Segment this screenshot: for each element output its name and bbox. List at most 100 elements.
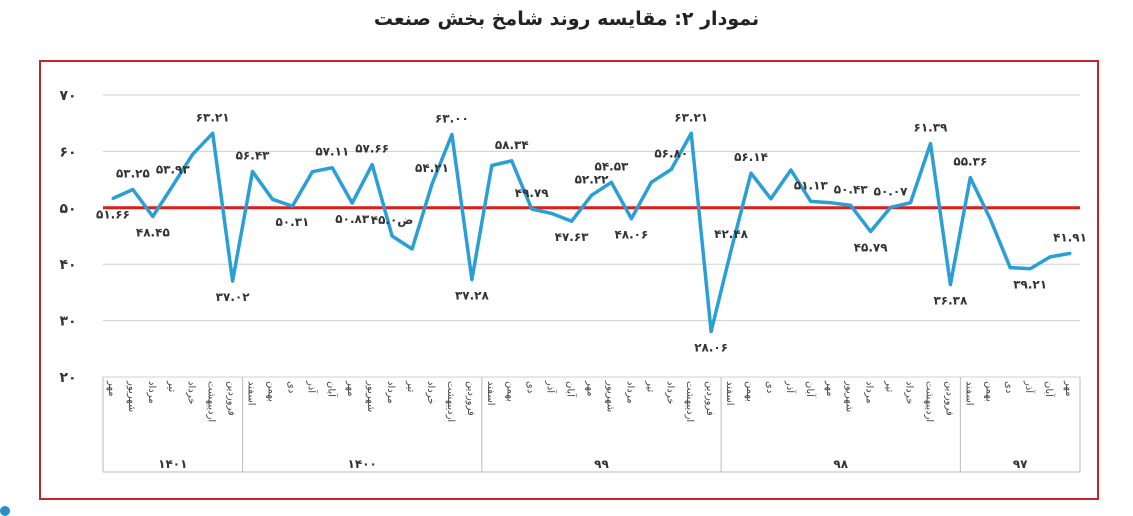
month-label: فروردین bbox=[465, 381, 476, 416]
month-label: مرداد bbox=[146, 381, 157, 404]
year-label: ۱۴۰۰ bbox=[348, 457, 377, 471]
data-label: ۵۴.۲۱ bbox=[415, 161, 449, 175]
data-point bbox=[1068, 251, 1072, 255]
month-label: شهریور bbox=[604, 380, 615, 412]
month-label: دی bbox=[764, 381, 775, 393]
data-point bbox=[270, 197, 274, 201]
month-label: شهریور bbox=[365, 380, 376, 412]
data-point bbox=[370, 163, 374, 167]
data-label: ۳۷.۲۸ bbox=[455, 289, 490, 303]
data-point bbox=[629, 217, 633, 221]
data-point bbox=[809, 199, 813, 203]
data-point bbox=[1028, 267, 1032, 271]
month-label: بهمن bbox=[983, 381, 994, 402]
y-tick-label: ۳۰ bbox=[59, 314, 76, 330]
data-label: ۶۳.۲۱ bbox=[196, 110, 230, 124]
month-label: اسفند bbox=[724, 381, 735, 405]
data-point bbox=[450, 132, 454, 136]
data-label: ۵۳.۹۳ bbox=[156, 163, 191, 177]
data-point bbox=[869, 230, 873, 234]
chart-title: نمودار ۲: مقایسه روند شامخ بخش صنعت bbox=[373, 8, 760, 30]
data-label: ۵۵.۳۶ bbox=[953, 155, 987, 169]
month-label: آبان bbox=[325, 381, 338, 398]
data-label: ۵۰.۳۱ bbox=[275, 215, 309, 229]
data-label: ۵۷.۶۶ bbox=[355, 142, 389, 156]
chart-frame bbox=[39, 60, 1099, 500]
data-point bbox=[889, 205, 893, 209]
data-point bbox=[789, 168, 793, 172]
data-label: ۴۸.۰۶ bbox=[614, 228, 648, 242]
month-label: تیر bbox=[405, 380, 416, 393]
month-label: اردیبهشت bbox=[684, 381, 695, 422]
data-label: ۳۶.۳۸ bbox=[933, 294, 968, 308]
data-label: ۴۵.۷۹ bbox=[854, 241, 889, 255]
data-label: ۴۷.۶۳ bbox=[555, 230, 590, 244]
data-label: ۳۷.۰۲ bbox=[216, 290, 251, 304]
month-label: شهریور bbox=[126, 380, 137, 412]
data-point bbox=[350, 201, 354, 205]
data-point bbox=[390, 234, 394, 238]
data-label: ۵۴.۵۳ bbox=[595, 159, 630, 173]
data-label: ۵۰.۴۳ bbox=[834, 182, 869, 196]
data-label: ۵۶.۱۴ bbox=[734, 150, 768, 164]
data-label: ۵۲.۲۲ bbox=[575, 172, 610, 186]
year-label: ۹۸ bbox=[833, 457, 848, 471]
data-point bbox=[928, 142, 932, 146]
month-label: خرداد bbox=[664, 381, 675, 404]
series-line bbox=[112, 131, 1071, 334]
month-label: مهر bbox=[585, 380, 596, 396]
month-label: مهر bbox=[345, 380, 356, 396]
data-point bbox=[689, 131, 693, 135]
month-label: مهر bbox=[106, 380, 117, 396]
data-point bbox=[410, 247, 414, 251]
data-point bbox=[769, 197, 773, 201]
data-point bbox=[251, 170, 255, 174]
y-tick-label: ۶۰ bbox=[59, 144, 76, 160]
data-point bbox=[948, 283, 952, 287]
data-label: ۴۲.۴۸ bbox=[714, 227, 749, 241]
data-point bbox=[1048, 255, 1052, 259]
month-label: آذر bbox=[305, 380, 318, 394]
data-point bbox=[609, 180, 613, 184]
month-label: بهمن bbox=[265, 381, 276, 402]
month-label: خرداد bbox=[904, 381, 915, 404]
data-label: ۵۷.۱۱ bbox=[315, 145, 349, 159]
data-point bbox=[669, 167, 673, 171]
month-label: فروردین bbox=[226, 381, 237, 416]
data-label: ۶۳.۰۰ bbox=[435, 111, 469, 125]
data-point bbox=[530, 207, 534, 211]
data-label: ۶۱.۳۹ bbox=[914, 121, 949, 135]
month-label: اسفند bbox=[485, 381, 496, 405]
data-label: ۴۵.۰ض bbox=[371, 213, 414, 227]
month-label: دی bbox=[525, 381, 536, 393]
data-label: ۴۱.۹۱ bbox=[1053, 230, 1087, 244]
data-point bbox=[430, 182, 434, 186]
page-corner-marker bbox=[0, 506, 10, 516]
year-label: ۱۴۰۱ bbox=[158, 457, 187, 471]
data-label: ۴۹.۷۹ bbox=[515, 186, 550, 200]
month-label: آبان bbox=[1043, 381, 1056, 398]
month-label: دی bbox=[285, 381, 296, 393]
data-point bbox=[829, 201, 833, 205]
month-label: مهر bbox=[1063, 380, 1074, 396]
y-tick-label: ۲۰ bbox=[59, 370, 76, 386]
data-point bbox=[290, 204, 294, 208]
month-label: اردیبهشت bbox=[206, 381, 217, 422]
month-label: خرداد bbox=[425, 381, 436, 404]
data-point bbox=[909, 201, 913, 205]
data-point bbox=[231, 279, 235, 283]
data-label: ۵۱.۱۳ bbox=[794, 178, 829, 192]
month-label: اسفند bbox=[246, 381, 257, 405]
month-label: مرداد bbox=[624, 381, 635, 404]
month-label: مهر bbox=[824, 380, 835, 396]
year-label: ۹۷ bbox=[1013, 457, 1028, 471]
month-label: بهمن bbox=[505, 381, 516, 402]
data-label: ۵۳.۲۵ bbox=[116, 166, 150, 180]
month-label: اردیبهشت bbox=[445, 381, 456, 422]
y-tick-label: ۵۰ bbox=[59, 201, 76, 217]
month-label: مرداد bbox=[385, 381, 396, 404]
data-point bbox=[729, 248, 733, 252]
data-label: ۲۸.۰۶ bbox=[694, 341, 728, 355]
data-point bbox=[211, 131, 215, 135]
